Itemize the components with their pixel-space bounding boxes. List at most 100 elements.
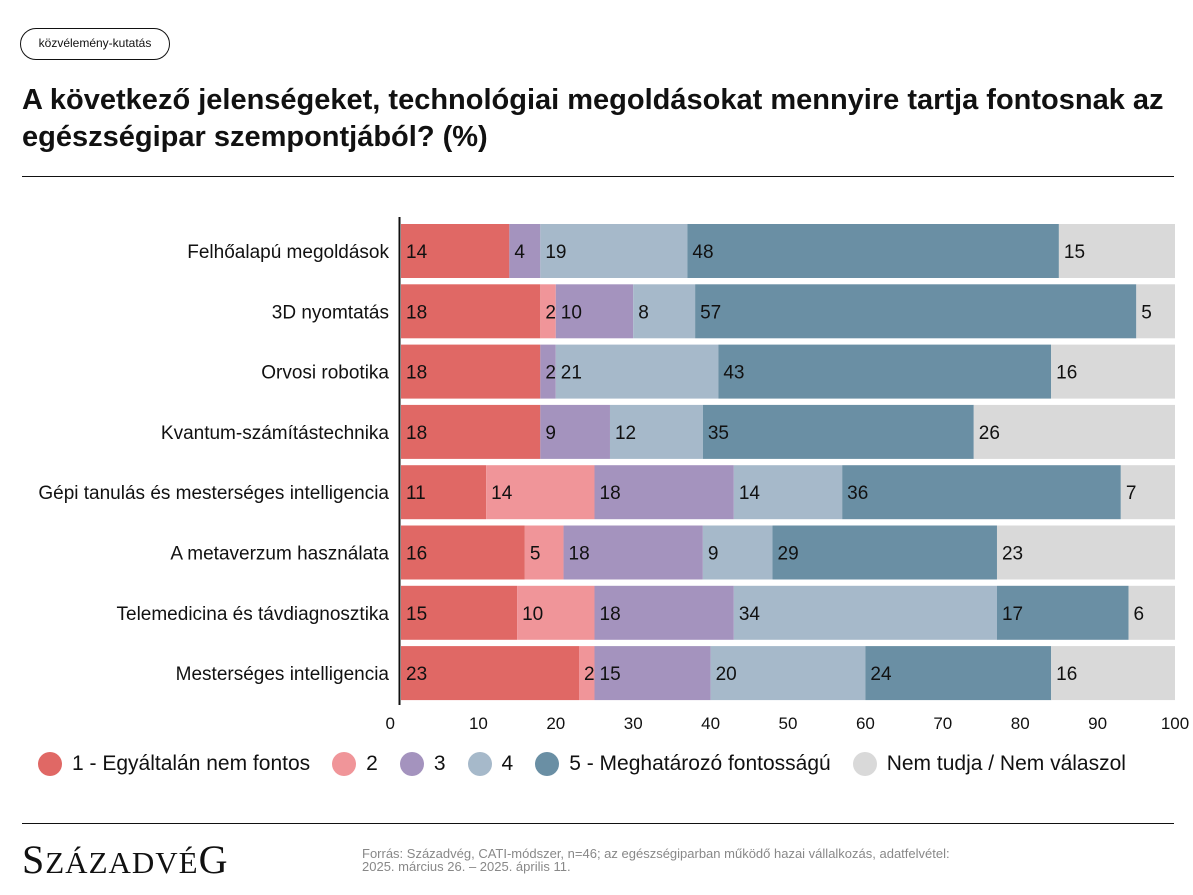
bar-value-label: 21 xyxy=(561,363,582,384)
x-tick-label: 0 xyxy=(386,714,395,733)
bar-value-label: 18 xyxy=(406,363,427,384)
bar-value-label: 5 xyxy=(530,544,541,565)
bar-value-label: 7 xyxy=(1126,483,1137,504)
bar-segment xyxy=(540,224,688,278)
legend-swatch xyxy=(399,752,424,776)
bar-segment xyxy=(702,404,974,459)
bar-segment xyxy=(733,585,997,640)
bar-segment xyxy=(1051,646,1175,701)
chart-legend: 1 - Egyáltalán nem fontos 2 3 4 5 - Meghatár… xyxy=(38,752,1126,776)
logo-last: G xyxy=(198,837,229,882)
bar-segment xyxy=(579,646,595,701)
bar-segment xyxy=(594,585,734,640)
x-tick-label: 50 xyxy=(779,714,798,733)
x-tick-label: 30 xyxy=(624,714,643,733)
bar-segment xyxy=(401,224,510,278)
bar-value-label: 23 xyxy=(406,664,427,685)
bar-segment xyxy=(710,646,866,701)
bar-value-label: 10 xyxy=(561,302,582,323)
bar-value-label: 16 xyxy=(1056,363,1077,384)
bar-segment xyxy=(401,585,518,640)
legend-label: 1 - Egyáltalán nem fontos xyxy=(72,752,311,775)
bar-segment xyxy=(1128,585,1175,640)
stacked-bar-chart: Felhőalapú megoldások 14 4 19 48 15 3D nyomtat… xyxy=(38,217,1189,733)
bar-value-label: 8 xyxy=(638,302,649,323)
x-tick-label: 60 xyxy=(856,714,875,733)
category-label: Telemedicina és távdiagnosztika xyxy=(117,604,390,625)
bar-value-label: 15 xyxy=(1064,242,1085,263)
bar-segment xyxy=(401,646,580,701)
bar-segment xyxy=(524,525,564,580)
bar-segment xyxy=(1051,344,1175,399)
bar-value-label: 12 xyxy=(615,423,636,444)
bar-segment xyxy=(996,525,1175,580)
bar-value-label: 9 xyxy=(545,423,556,444)
bar-value-label: 36 xyxy=(847,483,868,504)
x-tick-label: 40 xyxy=(701,714,720,733)
bar-value-label: 18 xyxy=(569,544,590,565)
bar-segment xyxy=(973,404,1175,459)
bar-value-label: 34 xyxy=(739,604,761,625)
x-tick-label: 80 xyxy=(1011,714,1030,733)
legend-swatch xyxy=(467,752,492,776)
bar-segment xyxy=(563,525,703,580)
bar-value-label: 4 xyxy=(514,242,525,263)
legend-label: 3 xyxy=(433,752,446,775)
bar-value-label: 35 xyxy=(708,423,729,444)
bar-segment xyxy=(517,585,595,640)
x-tick-label: 70 xyxy=(933,714,952,733)
bar-value-label: 24 xyxy=(870,664,892,685)
bar-value-label: 18 xyxy=(600,483,621,504)
bar-segment xyxy=(509,224,541,278)
bar-segment xyxy=(401,284,541,339)
bar-segment xyxy=(594,646,711,701)
bar-value-label: 6 xyxy=(1134,604,1145,625)
bar-segment xyxy=(555,344,719,399)
logo-middle: ZÁZADVÉ xyxy=(45,845,199,880)
top-divider xyxy=(22,176,1174,177)
legend-swatch xyxy=(38,752,62,776)
category-label: A metaverzum használata xyxy=(170,544,389,565)
legend-swatch xyxy=(852,752,877,776)
bar-segment xyxy=(718,344,1052,399)
bar-value-label: 14 xyxy=(739,483,761,504)
bar-segment xyxy=(633,284,696,339)
bar-value-label: 14 xyxy=(491,483,513,504)
bar-value-label: 11 xyxy=(406,483,426,504)
bar-segment xyxy=(540,284,556,339)
bar-value-label: 43 xyxy=(723,363,744,384)
bar-value-label: 5 xyxy=(1141,302,1152,323)
bar-value-label: 10 xyxy=(522,604,543,625)
bar-value-label: 2 xyxy=(545,302,556,323)
bar-value-label: 18 xyxy=(600,604,621,625)
category-label: 3D nyomtatás xyxy=(272,302,389,323)
bar-segment xyxy=(540,404,610,459)
bar-segment xyxy=(401,404,541,459)
legend-item: 5 - Meghatározó fontosságú xyxy=(535,752,831,776)
bar-segment xyxy=(695,284,1137,339)
source-line-1: Forrás: Századvég, CATI-módszer, n=46; a… xyxy=(362,846,950,861)
bar-value-label: 20 xyxy=(716,664,737,685)
logo-first: S xyxy=(22,837,46,882)
bar-value-label: 9 xyxy=(708,544,719,565)
bar-value-label: 16 xyxy=(406,544,427,565)
bar-segment xyxy=(594,465,734,520)
source-note: Forrás: Századvég, CATI-módszer, n=46; a… xyxy=(362,847,1062,873)
bar-value-label: 18 xyxy=(406,423,427,444)
bar-value-label: 15 xyxy=(406,604,427,625)
bar-segment xyxy=(733,465,843,520)
bar-segment xyxy=(772,525,997,580)
x-tick-label: 90 xyxy=(1088,714,1107,733)
chart-title: A következő jelenségeket, technológiai m… xyxy=(22,84,1164,153)
bar-segment xyxy=(687,224,1059,278)
bar-value-label: 19 xyxy=(545,242,566,263)
bar-segment xyxy=(486,465,595,520)
x-tick-label: 10 xyxy=(469,714,488,733)
bar-value-label: 29 xyxy=(778,544,799,565)
category-label: Gépi tanulás és mesterséges intelligenci… xyxy=(38,483,389,504)
topic-tag: közvélemény-kutatás xyxy=(20,28,170,60)
legend-item: 3 xyxy=(399,752,446,776)
bar-value-label: 18 xyxy=(406,302,427,323)
bar-segment xyxy=(1120,465,1175,520)
bar-value-label: 23 xyxy=(1002,544,1023,565)
